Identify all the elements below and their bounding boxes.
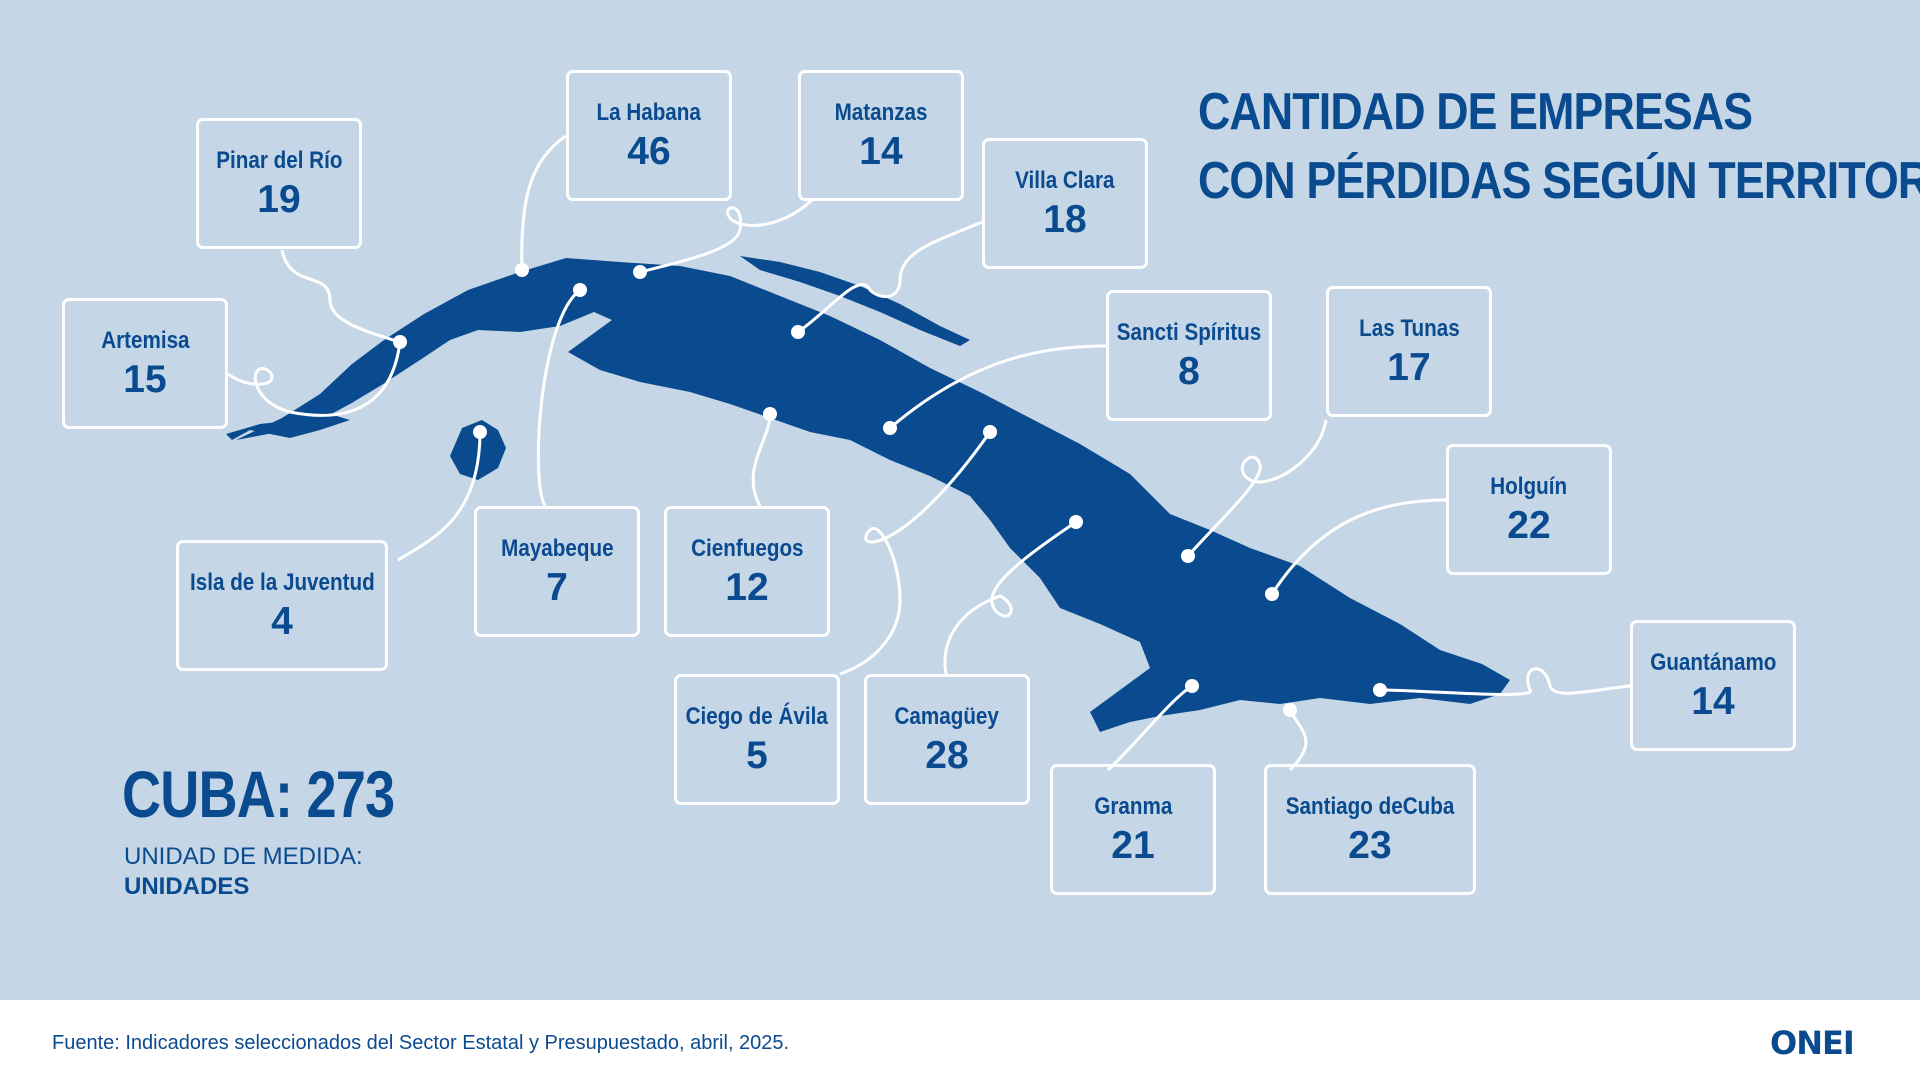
dot-ciego — [983, 425, 997, 439]
west-tail-shape — [226, 414, 350, 440]
province-name: Pinar del Río — [215, 146, 343, 174]
province-box-santiago-de-cuba: Santiago deCuba 23 — [1264, 764, 1476, 895]
province-name: Sancti Spíritus — [1116, 318, 1262, 346]
province-box-matanzas: Matanzas 14 — [798, 70, 964, 201]
connector-villaclara — [797, 220, 983, 334]
connector-mayabeque — [536, 288, 581, 507]
connector-ciego — [839, 431, 992, 676]
connector-lines — [227, 134, 1631, 772]
province-name: Granma — [1093, 792, 1172, 820]
connector-santiago — [1288, 709, 1308, 772]
dot-artemisa — [515, 263, 529, 277]
province-box-guantanamo: Guantánamo 14 — [1630, 620, 1796, 751]
dot-camaguey — [1069, 515, 1083, 529]
province-value: 46 — [627, 129, 671, 173]
dot-habana — [573, 283, 587, 297]
province-name: Artemisa — [100, 326, 190, 354]
province-name: Las Tunas — [1358, 314, 1460, 342]
province-name: Matanzas — [834, 98, 928, 126]
dot-lastunas — [1181, 549, 1195, 563]
province-box-sancti-spiritus: Sancti Spíritus 8 — [1106, 290, 1272, 421]
province-name: La Habana — [596, 98, 702, 126]
connector-camaguey — [943, 520, 1077, 675]
connector-matanzas — [639, 198, 814, 274]
province-name: Mayabeque — [500, 534, 614, 562]
province-value: 14 — [859, 129, 903, 173]
province-value: 8 — [1178, 349, 1200, 393]
unit-label: UNIDAD DE MEDIDA: — [124, 843, 363, 870]
connector-habana — [520, 134, 567, 271]
national-total: CUBA: 273 — [122, 757, 395, 831]
page-title: CANTIDAD DE EMPRESAS CON PÉRDIDAS SEGÚN … — [1198, 78, 1920, 216]
connector-cienfuegos — [751, 413, 772, 507]
province-box-mayabeque: Mayabeque 7 — [474, 506, 640, 637]
footer: Fuente: Indicadores seleccionados del Se… — [0, 1000, 1920, 1080]
province-value: 21 — [1111, 823, 1155, 867]
title-line-1: CANTIDAD DE EMPRESAS — [1198, 83, 1753, 141]
dot-cienfuegos — [763, 407, 777, 421]
province-name: Cienfuegos — [690, 534, 804, 562]
province-value: 23 — [1348, 823, 1392, 867]
province-value: 22 — [1507, 503, 1551, 547]
province-box-villa-clara: Villa Clara 18 — [982, 138, 1148, 269]
cuba-map — [226, 134, 1631, 772]
onei-logo: ONEI — [1770, 1024, 1855, 1062]
province-value: 12 — [725, 565, 769, 609]
title-line-2: CON PÉRDIDAS SEGÚN TERRITORIO — [1198, 152, 1920, 210]
dot-matanzas — [633, 265, 647, 279]
province-value: 28 — [925, 733, 969, 777]
dot-holguin — [1265, 587, 1279, 601]
province-box-artemisa: Artemisa 15 — [62, 298, 228, 429]
dot-villaclara — [791, 325, 805, 339]
province-box-camaguey: Camagüey 28 — [864, 674, 1030, 805]
province-name: Isla de la Juventud — [189, 568, 375, 596]
connector-guantanamo — [1379, 667, 1631, 696]
dot-guantanamo — [1373, 683, 1387, 697]
source-note: Fuente: Indicadores seleccionados del Se… — [52, 1032, 790, 1054]
unit-value: UNIDADES — [124, 873, 250, 900]
keys-shape — [740, 256, 970, 346]
province-box-la-habana: La Habana 46 — [566, 70, 732, 201]
province-box-las-tunas: Las Tunas 17 — [1326, 286, 1492, 417]
province-name: Holguín — [1490, 472, 1568, 500]
province-value: 15 — [123, 357, 167, 401]
province-name: Ciego de Ávila — [685, 702, 829, 730]
location-dots — [393, 263, 1387, 717]
dot-isla — [473, 425, 487, 439]
province-name: Santiago deCuba — [1285, 792, 1455, 820]
connector-pinar — [280, 249, 401, 344]
province-value: 19 — [257, 177, 301, 221]
province-box-ciego-de-avila: Ciego de Ávila 5 — [674, 674, 840, 805]
dot-granma — [1185, 679, 1199, 693]
province-box-pinar-del-rio: Pinar del Río 19 — [196, 118, 362, 249]
province-value: 5 — [746, 733, 768, 777]
infographic: CANTIDAD DE EMPRESAS CON PÉRDIDAS SEGÚN … — [0, 0, 1920, 1000]
province-value: 7 — [546, 565, 568, 609]
province-value: 17 — [1387, 345, 1431, 389]
province-value: 14 — [1691, 679, 1735, 723]
connector-holguin — [1270, 498, 1447, 595]
cuba-island-shape — [236, 258, 1510, 732]
province-box-holguin: Holguín 22 — [1446, 444, 1612, 575]
province-value: 18 — [1043, 197, 1087, 241]
province-name: Villa Clara — [1015, 166, 1115, 194]
dot-santiago — [1283, 703, 1297, 717]
province-value: 4 — [271, 599, 293, 643]
province-box-granma: Granma 21 — [1050, 764, 1216, 895]
connector-artemisa — [227, 341, 402, 417]
connector-isla — [397, 431, 482, 562]
province-name: Camagüey — [894, 702, 1000, 730]
dot-pinar — [393, 335, 407, 349]
province-box-cienfuegos: Cienfuegos 12 — [664, 506, 830, 637]
connector-sancti — [889, 344, 1107, 430]
connector-lastunas — [1186, 419, 1328, 557]
connector-granma — [1106, 684, 1193, 772]
province-box-isla-de-la-juventud: Isla de la Juventud 4 — [176, 540, 388, 671]
province-name: Guantánamo — [1649, 648, 1777, 676]
dot-sancti — [883, 421, 897, 435]
